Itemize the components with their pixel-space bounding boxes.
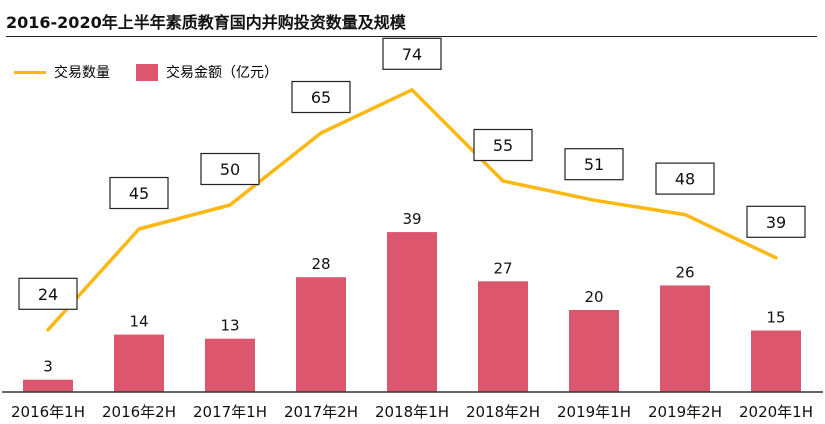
bar-9 [751, 330, 801, 392]
line-value-label: 39 [766, 213, 786, 232]
x-tick-label: 2016年2H [102, 403, 176, 421]
line-value-box [382, 37, 442, 70]
x-tick-label: 2019年1H [557, 403, 631, 421]
x-tick-label: 2017年1H [193, 403, 267, 421]
bar-5 [387, 232, 437, 392]
line-value-box [200, 152, 260, 186]
bar-value-label: 27 [493, 259, 512, 277]
x-tick-label: 2019年2H [648, 403, 722, 421]
line-value-label: 51 [584, 155, 604, 174]
line-value-label: 24 [38, 285, 58, 304]
line-value-label: 48 [675, 170, 695, 189]
chart-header: 2016-2020年上半年素质教育国内并购投资数量及规模 [0, 0, 825, 46]
bar-value-label: 39 [402, 210, 421, 228]
bar-value-label: 15 [766, 309, 785, 327]
line-value-label: 55 [493, 136, 513, 155]
x-tick-label: 2020年1H [739, 403, 813, 421]
bar-value-label: 3 [43, 358, 53, 376]
bar-8 [660, 285, 710, 392]
line-value-label: 50 [220, 160, 240, 179]
bar-value-label: 26 [675, 263, 694, 281]
count-line [46, 88, 778, 332]
x-tick-label: 2016年1H [11, 403, 85, 421]
line-value-box [564, 148, 624, 181]
bar-2 [114, 334, 164, 392]
line-labels: 24 45 50 65 74 55 51 48 39 [18, 37, 806, 310]
line-value-box [473, 128, 533, 162]
legend-bar-swatch [136, 63, 158, 81]
x-tick-label: 2018年2H [466, 403, 540, 421]
bar-7 [569, 310, 619, 392]
line-value-label: 45 [129, 184, 149, 203]
x-tick-labels: 2016年1H 2016年2H 2017年1H 2017年2H 2018年1H 2018年… [11, 403, 813, 421]
bar-labels: 3 14 13 28 39 27 20 26 15 [43, 210, 785, 376]
line-value-box [291, 80, 351, 114]
bar-value-label: 13 [220, 317, 239, 335]
bar-series [23, 232, 801, 392]
line-value-box [18, 277, 78, 310]
bar-3 [205, 338, 255, 392]
x-tick-label: 2018年1H [375, 403, 449, 421]
line-value-box [109, 176, 169, 210]
line-value-label: 74 [402, 45, 422, 64]
legend-label-count: 交易数量 [54, 65, 110, 81]
chart-title: 2016-2020年上半年素质教育国内并购投资数量及规模 [6, 13, 406, 32]
line-value-label: 65 [311, 88, 331, 107]
bar-4 [296, 277, 346, 392]
bar-value-label: 20 [584, 288, 603, 306]
bar-value-label: 28 [311, 255, 330, 273]
line-value-box [655, 162, 715, 195]
x-tick-label: 2017年2H [284, 403, 358, 421]
bar-1 [23, 379, 73, 392]
line-series [46, 88, 778, 332]
legend: 交易数量 交易金额（亿元） [14, 62, 278, 82]
title-rule [6, 36, 817, 37]
legend-label-amount: 交易金额（亿元） [166, 65, 278, 81]
line-value-box [746, 205, 806, 238]
bar-6 [478, 281, 528, 392]
legend-line-swatch [14, 70, 46, 74]
bar-value-label: 14 [129, 313, 148, 331]
